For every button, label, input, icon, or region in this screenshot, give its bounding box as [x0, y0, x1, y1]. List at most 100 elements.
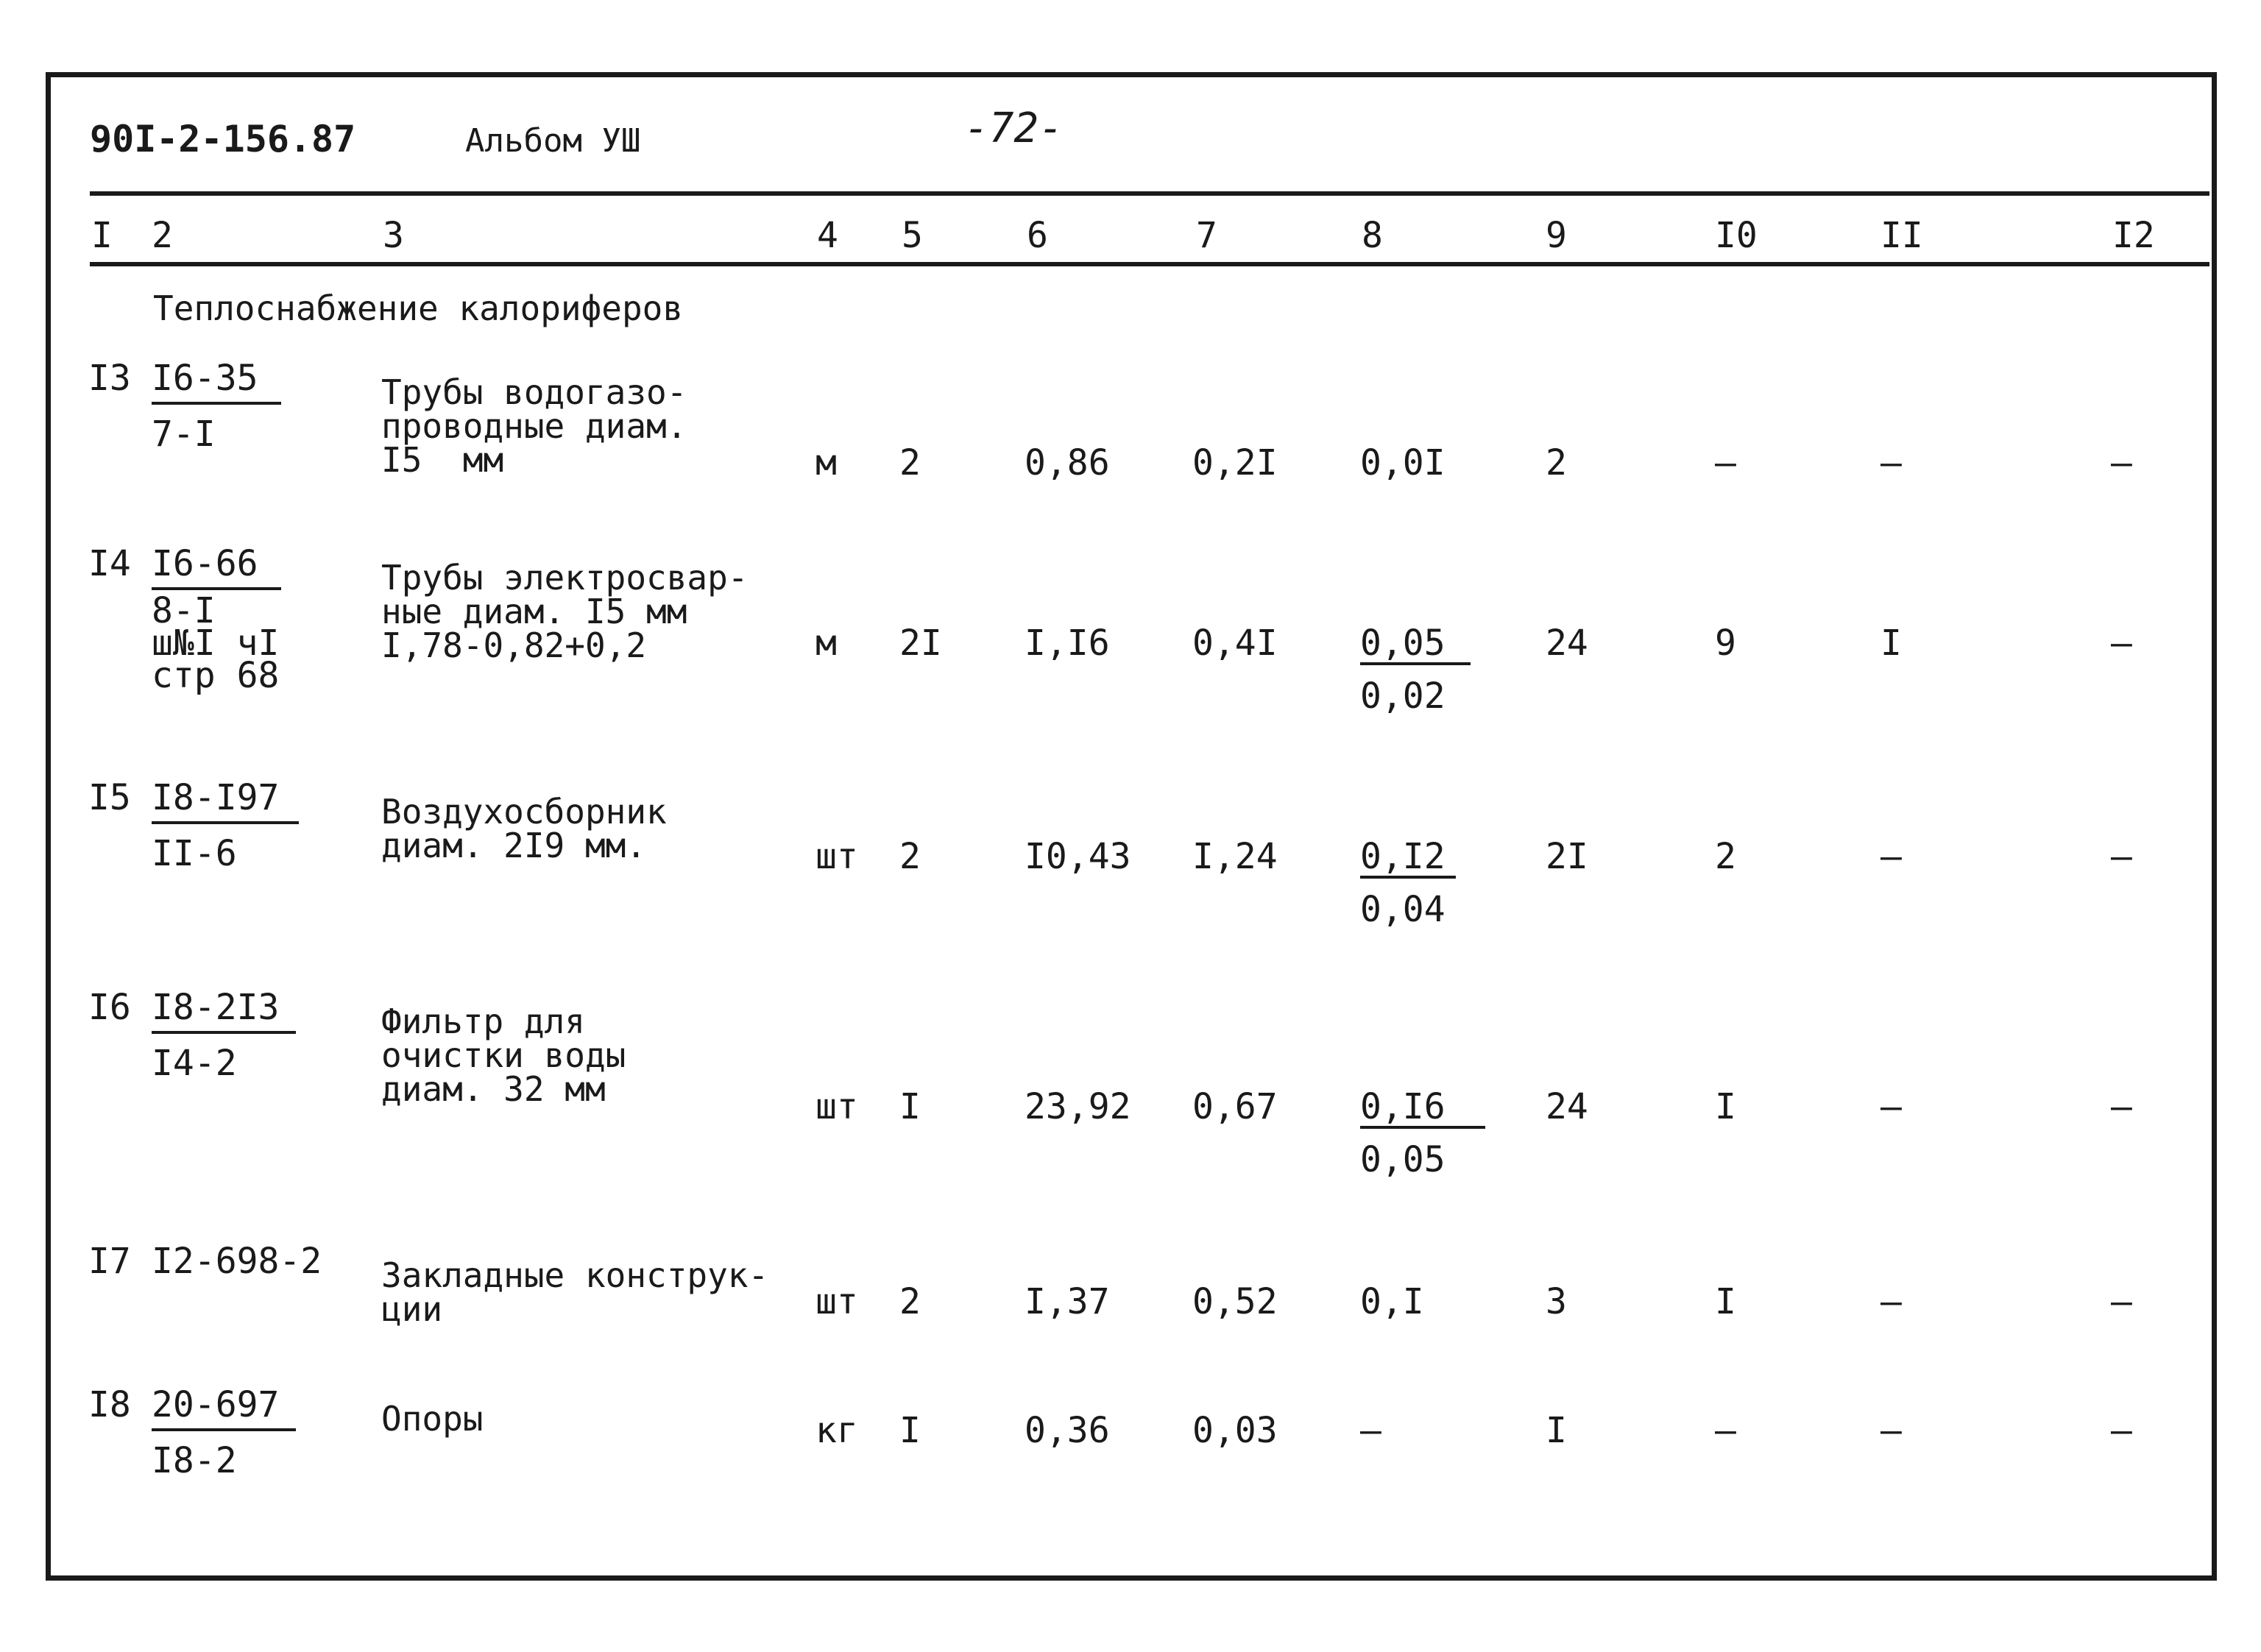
row-description: Фильтр для очистки воды диам. 32 мм: [381, 1002, 626, 1109]
column-header-8: 8: [1362, 215, 1383, 256]
row-value-8: 0,I2: [1360, 836, 1446, 877]
row-reference: I8-I97: [152, 777, 280, 818]
row-unit: шт: [815, 836, 858, 877]
row-reference: I6-66: [152, 543, 258, 584]
header-rule-top: [90, 191, 2209, 196]
row-number: I3: [88, 358, 131, 399]
column-header-3: 3: [383, 215, 404, 256]
reference-divider: [152, 821, 299, 824]
row-reference-sub: стр 68: [152, 655, 280, 696]
row-value-12: –: [2111, 1410, 2132, 1451]
row-value-10: I: [1715, 1086, 1736, 1127]
row-value-8-sub: 0,02: [1360, 676, 1446, 717]
header-rule-bottom: [90, 262, 2209, 266]
column-header-9: 9: [1546, 215, 1567, 256]
row-reference: I2-698-2: [152, 1241, 322, 1282]
row-number: I8: [88, 1384, 131, 1425]
row-value-9: I: [1546, 1410, 1567, 1451]
row-value-7: 0,67: [1192, 1086, 1278, 1127]
row-value-7: 0,2I: [1192, 442, 1278, 483]
row-description: Воздухосборник диам. 2I9 мм.: [381, 792, 667, 865]
row-value-7: 0,52: [1192, 1281, 1278, 1322]
row-description: Трубы электросвар- ные диам. I5 мм I,78-…: [381, 558, 749, 665]
row-value-6: I0,43: [1025, 836, 1131, 877]
row-value-10: 9: [1715, 623, 1736, 664]
row-unit: шт: [815, 1086, 858, 1127]
row-unit: м: [815, 442, 837, 483]
column-header-1: I: [91, 215, 113, 256]
row-value-8: 0,05: [1360, 623, 1446, 664]
row-description: Опоры: [381, 1399, 484, 1439]
column-header-2: 2: [152, 215, 173, 256]
row-value-9: 2: [1546, 442, 1567, 483]
reference-divider: [152, 587, 281, 590]
row-unit: шт: [815, 1281, 858, 1322]
row-unit: кг: [815, 1410, 858, 1451]
album-label: Альбом УШ: [465, 122, 641, 160]
row-description: Закладные конструк- ции: [381, 1255, 769, 1329]
row-value-10: –: [1715, 442, 1736, 483]
page-number: -72-: [964, 104, 1064, 152]
value-divider: [1360, 876, 1456, 879]
column-header-10: I0: [1715, 215, 1758, 256]
row-quantity: 2I: [899, 623, 942, 664]
row-value-9: 24: [1546, 623, 1588, 664]
row-value-12: –: [2111, 623, 2132, 664]
row-value-9: 2I: [1546, 836, 1588, 877]
column-header-6: 6: [1027, 215, 1048, 256]
row-value-7: 0,4I: [1192, 623, 1278, 664]
row-value-11: –: [1880, 442, 1902, 483]
row-value-11: –: [1880, 836, 1902, 877]
row-value-9: 24: [1546, 1086, 1588, 1127]
row-value-10: I: [1715, 1281, 1736, 1322]
row-value-6: 0,36: [1025, 1410, 1110, 1451]
row-value-9: 3: [1546, 1281, 1567, 1322]
row-reference-sub: ш№I чI: [152, 623, 280, 664]
row-reference: I8-2I3: [152, 987, 280, 1028]
row-value-11: I: [1880, 623, 1902, 664]
row-quantity: 2: [899, 836, 921, 877]
row-value-7: I,24: [1192, 836, 1278, 877]
row-reference-sub: 7-I: [152, 414, 216, 455]
row-value-6: 0,86: [1025, 442, 1110, 483]
row-quantity: I: [899, 1086, 921, 1127]
row-value-8-sub: 0,04: [1360, 889, 1446, 930]
row-number: I4: [88, 543, 131, 584]
row-value-11: –: [1880, 1086, 1902, 1127]
row-number: I6: [88, 987, 131, 1028]
column-header-4: 4: [817, 215, 838, 256]
row-value-12: –: [2111, 1086, 2132, 1127]
row-value-6: I,37: [1025, 1281, 1110, 1322]
column-header-5: 5: [902, 215, 923, 256]
section-title: Теплоснабжение калориферов: [153, 288, 684, 328]
value-divider: [1360, 1126, 1485, 1129]
row-reference-sub: I4-2: [152, 1043, 237, 1084]
reference-divider: [152, 402, 281, 405]
column-header-11: II: [1880, 215, 1923, 256]
value-divider: [1360, 662, 1471, 665]
row-unit: м: [815, 623, 837, 664]
row-value-12: –: [2111, 1281, 2132, 1322]
row-value-8: –: [1360, 1410, 1381, 1451]
row-value-10: –: [1715, 1410, 1736, 1451]
column-header-7: 7: [1196, 215, 1217, 256]
row-number: I7: [88, 1241, 131, 1282]
column-header-12: I2: [2112, 215, 2155, 256]
row-value-8: 0,I: [1360, 1281, 1424, 1322]
reference-divider: [152, 1031, 296, 1034]
row-value-10: 2: [1715, 836, 1736, 877]
row-value-6: I,I6: [1025, 623, 1110, 664]
row-value-11: –: [1880, 1281, 1902, 1322]
reference-divider: [152, 1428, 296, 1431]
row-value-11: –: [1880, 1410, 1902, 1451]
document-code: 90I-2-156.87: [90, 118, 356, 160]
row-reference: I6-35: [152, 358, 258, 399]
row-value-8-sub: 0,05: [1360, 1139, 1446, 1180]
row-value-8: 0,I6: [1360, 1086, 1446, 1127]
row-value-7: 0,03: [1192, 1410, 1278, 1451]
row-number: I5: [88, 777, 131, 818]
row-quantity: 2: [899, 442, 921, 483]
row-value-12: –: [2111, 442, 2132, 483]
row-reference-sub: II-6: [152, 833, 237, 874]
row-quantity: I: [899, 1410, 921, 1451]
